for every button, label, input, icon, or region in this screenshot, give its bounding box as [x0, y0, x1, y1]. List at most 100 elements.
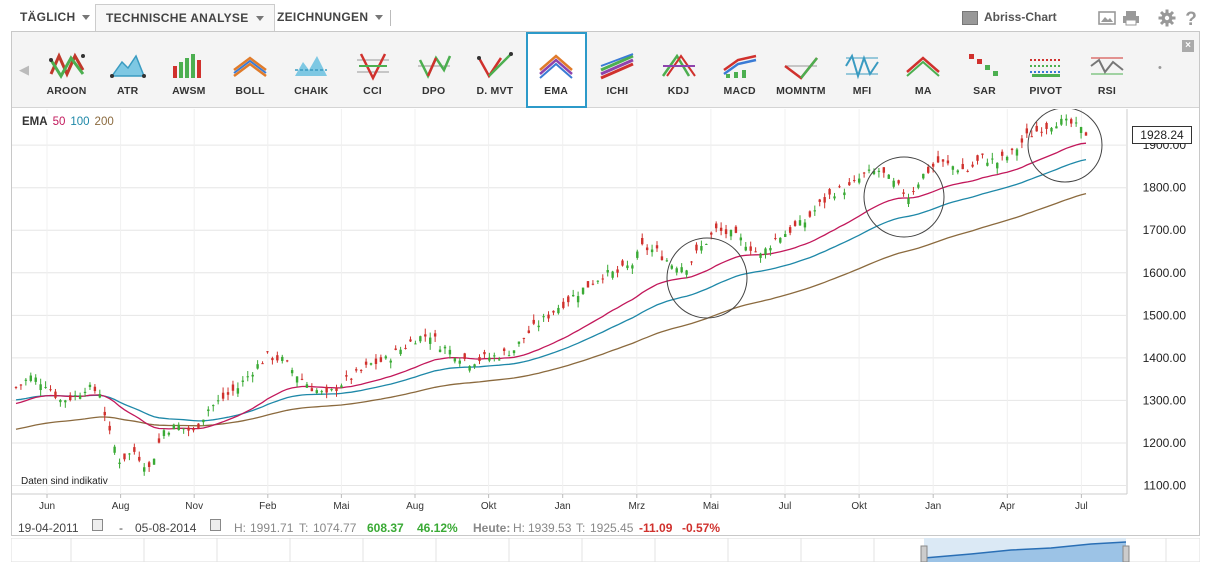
- indicator-ichi-button[interactable]: ICHI: [587, 34, 648, 106]
- x-tick-label: Okt: [481, 501, 497, 512]
- indicator-awsm-button[interactable]: AWSM: [158, 34, 219, 106]
- abriss-chart-button[interactable]: Abriss-Chart: [962, 10, 1057, 25]
- gear-icon[interactable]: [1158, 9, 1176, 27]
- indicator-boll-button[interactable]: BOLL: [220, 34, 281, 106]
- image-icon[interactable]: [1098, 9, 1116, 27]
- indicator-ema-button[interactable]: EMA: [525, 32, 587, 108]
- candle-body: [1020, 138, 1024, 143]
- candle-body: [419, 336, 422, 342]
- candle-body: [463, 353, 466, 360]
- navigator[interactable]: [10, 537, 1201, 563]
- indicator-aroon-button[interactable]: AROON: [36, 34, 97, 106]
- navigator-handle-right[interactable]: [1122, 545, 1130, 563]
- candle-body: [438, 349, 442, 353]
- indicator-cci-label: CCI: [363, 85, 382, 97]
- indicator-dpo-icon: [417, 55, 451, 79]
- scroll-left-icon[interactable]: ◀: [19, 62, 29, 77]
- candle-body: [862, 172, 866, 174]
- today-high-label: H:: [513, 521, 525, 535]
- navigator-handle-left[interactable]: [920, 545, 928, 563]
- indicator-mfi-label: MFI: [852, 85, 872, 97]
- candle-body: [882, 167, 886, 173]
- candle-body: [44, 386, 47, 388]
- candle-body: [108, 425, 111, 431]
- print-icon[interactable]: [1122, 9, 1140, 27]
- candle-body: [276, 355, 279, 361]
- candle-body: [98, 394, 102, 398]
- candle-body: [24, 379, 28, 381]
- candle-body: [931, 163, 935, 167]
- y-tick-label: 1200.00: [1143, 436, 1187, 450]
- candle-body: [468, 366, 471, 371]
- indicator-sar-button[interactable]: SAR: [954, 34, 1015, 106]
- candle-body: [1060, 118, 1063, 125]
- indicator-atr-icon: [109, 54, 146, 78]
- indicator-kdj-button[interactable]: KDJ: [648, 34, 709, 106]
- candle-body: [359, 369, 363, 371]
- indicator-macd-label: MACD: [723, 85, 756, 97]
- navigator-chart[interactable]: [10, 537, 1201, 563]
- date-separator: -: [119, 521, 123, 535]
- candle-body: [966, 170, 969, 172]
- calendar-icon[interactable]: [92, 519, 103, 531]
- candle-body: [986, 162, 989, 166]
- candle-body: [621, 260, 624, 266]
- indicator-rsi-button[interactable]: RSI: [1076, 34, 1137, 106]
- candle-body: [927, 166, 930, 173]
- indicator-ema-label: EMA: [544, 85, 569, 97]
- candle-body: [547, 314, 550, 319]
- candle-body: [843, 192, 846, 196]
- indicator-cci-button[interactable]: CCI: [342, 34, 403, 106]
- today-change-percent: -0.57%: [682, 521, 721, 535]
- tab-period[interactable]: TÄGLICH: [10, 4, 100, 32]
- indicator-ma-button[interactable]: MA: [893, 34, 954, 106]
- candle-body: [138, 456, 141, 461]
- tab-technical-analysis[interactable]: TECHNISCHE ANALYSE: [95, 4, 275, 32]
- indicator-macd-button[interactable]: MACD: [709, 34, 770, 106]
- candle-body: [197, 423, 200, 429]
- candle-body: [532, 319, 535, 324]
- indicator-mfi-button[interactable]: MFI: [832, 34, 893, 106]
- close-icon[interactable]: ×: [1182, 40, 1194, 52]
- tab-drawings[interactable]: ZEICHNUNGEN: [267, 4, 393, 32]
- candle-body: [1010, 148, 1014, 151]
- candle-body: [300, 378, 304, 380]
- candle-body: [981, 153, 984, 155]
- indicator-momntm-button[interactable]: MOMNTM: [770, 34, 831, 106]
- candle-body: [1074, 122, 1078, 124]
- indicator-kdj-icon: [661, 53, 696, 77]
- annotation-circle[interactable]: [863, 156, 945, 238]
- indicator-dmvt-button[interactable]: D. MVT: [464, 34, 525, 106]
- help-icon[interactable]: ?: [1182, 9, 1200, 27]
- candle-body: [1035, 125, 1038, 132]
- y-tick-label: 1500.00: [1143, 308, 1187, 322]
- x-tick-label: Mai: [333, 501, 349, 512]
- candle-body: [19, 384, 23, 386]
- indicator-awsm-label: AWSM: [172, 85, 206, 97]
- change-value: 608.37: [367, 521, 404, 535]
- low-label: T:: [299, 521, 309, 535]
- indicator-ichi-icon: [600, 53, 634, 80]
- scroll-right-icon[interactable]: •: [1158, 62, 1162, 74]
- candle-body: [394, 348, 397, 350]
- indicator-pivot-button[interactable]: PIVOT: [1015, 34, 1076, 106]
- candle-body: [483, 352, 486, 355]
- annotation-circle[interactable]: [666, 237, 748, 319]
- candle-body: [453, 358, 457, 362]
- candle-body: [749, 246, 752, 251]
- indicator-dpo-label: DPO: [422, 85, 446, 97]
- indicator-ichi-label: ICHI: [606, 85, 629, 97]
- candle-body: [261, 363, 264, 365]
- indicator-dpo-button[interactable]: DPO: [403, 34, 464, 106]
- last-price-label: 1928.24: [1132, 126, 1192, 144]
- indicator-chaik-button[interactable]: CHAIK: [281, 34, 342, 106]
- candle-body: [719, 227, 723, 231]
- candle-body: [78, 395, 82, 399]
- calendar-icon[interactable]: [210, 519, 221, 531]
- y-tick-label: 1700.00: [1143, 223, 1187, 237]
- price-chart[interactable]: 1900.00 1800.00 1700.00 1600.00 1500.00 1400.…: [12, 107, 1199, 519]
- candle-body: [991, 158, 994, 160]
- candle-body: [1030, 136, 1033, 138]
- indicator-atr-button[interactable]: ATR: [97, 34, 158, 106]
- candle-body: [1015, 149, 1019, 156]
